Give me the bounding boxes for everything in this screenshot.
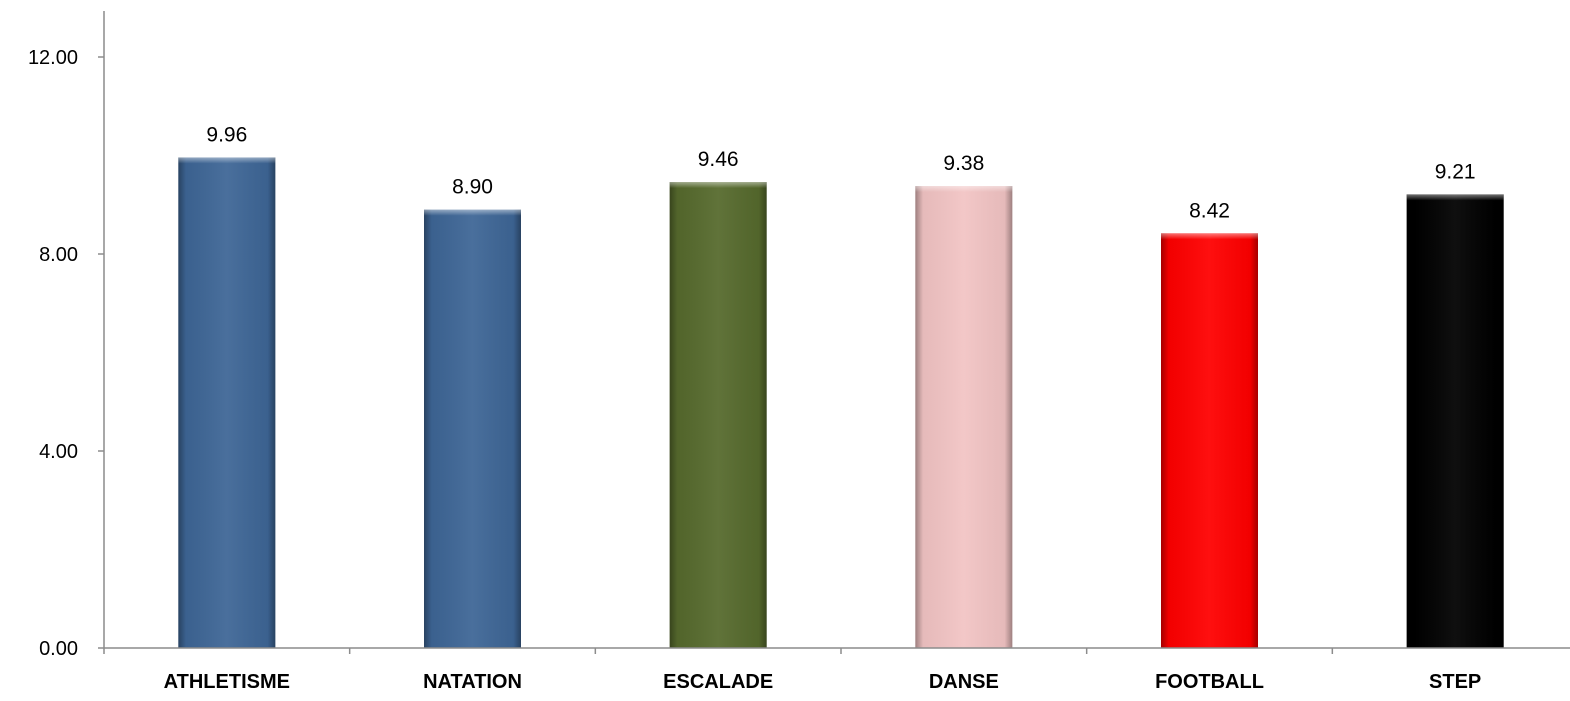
bars <box>178 157 1504 649</box>
bar-highlight <box>1406 194 1504 201</box>
bar-athletisme <box>178 157 276 648</box>
y-tick-label: 4.00 <box>39 441 78 463</box>
bar-football <box>1161 233 1258 648</box>
x-tick-label: ESCALADE <box>663 671 773 693</box>
bar-danse <box>915 186 1013 648</box>
bar-shading <box>424 209 521 649</box>
bar-shading <box>915 186 1013 648</box>
x-axis-labels: ATHLETISME NATATION ESCALADE DANSE FOOTBALL S… <box>164 671 1482 693</box>
bar-shading <box>1161 233 1258 648</box>
data-label: 8.42 <box>1189 199 1230 222</box>
data-label: 9.46 <box>698 148 739 171</box>
data-label: 9.38 <box>943 152 984 175</box>
bar-shading <box>178 157 276 648</box>
bar-highlight <box>1161 233 1258 240</box>
bar-escalade <box>669 182 767 648</box>
data-labels: 9.96 8.90 9.46 9.38 8.42 9.21 <box>206 123 1475 222</box>
y-tick-label: 12.00 <box>28 47 78 69</box>
bar-highlight <box>424 209 521 216</box>
y-tick-label: 8.00 <box>39 244 78 266</box>
x-tick-label: DANSE <box>929 671 999 693</box>
bar-shading <box>1406 194 1504 648</box>
bar-highlight <box>178 157 276 164</box>
bar-highlight <box>915 186 1013 193</box>
data-label: 9.21 <box>1435 160 1476 183</box>
x-tick-label: NATATION <box>423 671 522 693</box>
y-tick-label: 0.00 <box>39 638 78 660</box>
data-label: 9.96 <box>206 123 247 146</box>
bar-shading <box>669 182 767 648</box>
axes <box>98 11 1570 654</box>
x-tick-label: ATHLETISME <box>164 671 290 693</box>
x-tick-label: FOOTBALL <box>1155 671 1264 693</box>
bar-natation <box>424 209 521 649</box>
bar-highlight <box>669 182 767 189</box>
x-tick-label: STEP <box>1429 671 1481 693</box>
data-label: 8.90 <box>452 176 493 199</box>
bar-step <box>1406 194 1504 648</box>
y-axis-ticks: 0.00 4.00 8.00 12.00 <box>28 47 78 660</box>
